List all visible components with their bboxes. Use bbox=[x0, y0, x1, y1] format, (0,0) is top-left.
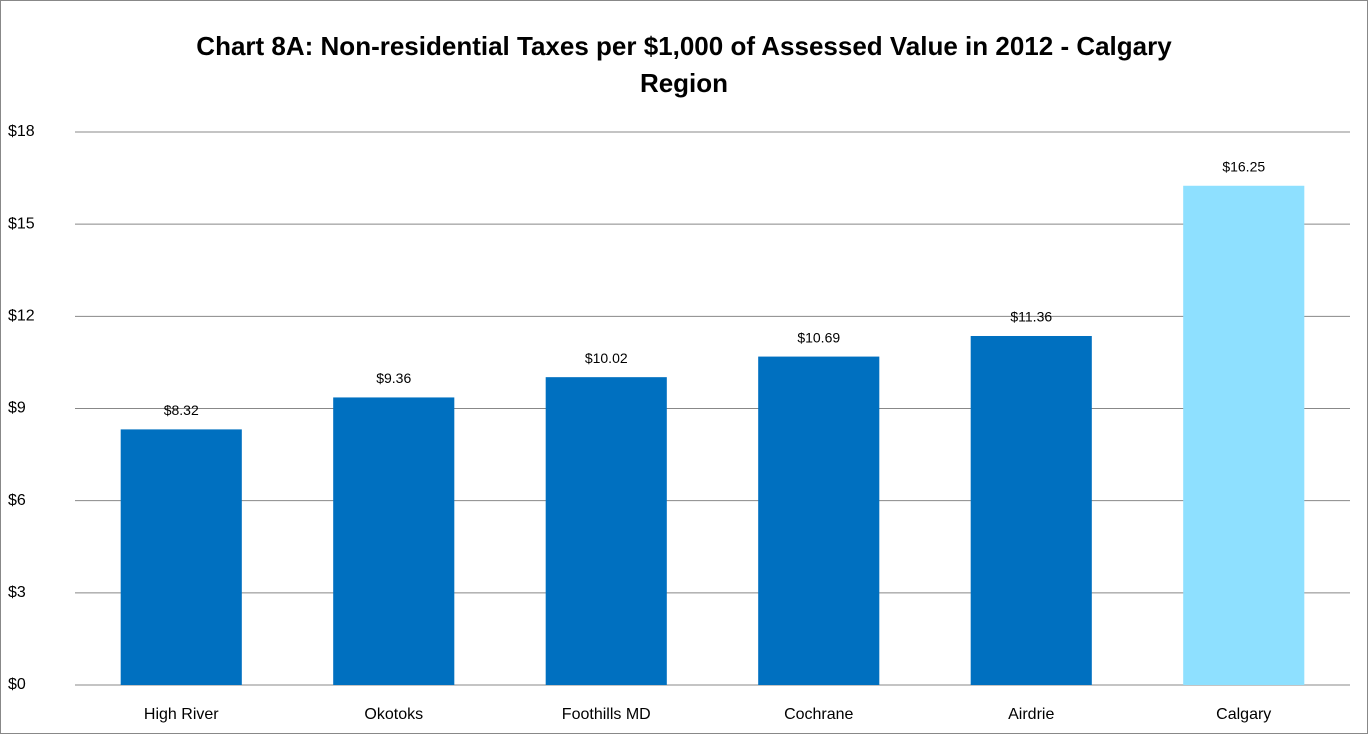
y-tick-label: $0 bbox=[8, 676, 26, 693]
data-label: $16.25 bbox=[1222, 158, 1265, 174]
y-tick-label: $9 bbox=[8, 400, 26, 417]
x-tick-label: High River bbox=[144, 706, 219, 723]
x-tick-label: Cochrane bbox=[784, 706, 853, 723]
data-label: $10.02 bbox=[585, 350, 628, 366]
x-tick-label: Airdrie bbox=[1008, 706, 1054, 723]
data-label: $8.32 bbox=[164, 402, 199, 418]
y-tick-label: $15 bbox=[8, 215, 35, 232]
x-tick-label: Calgary bbox=[1216, 706, 1271, 723]
y-tick-label: $18 bbox=[8, 123, 35, 140]
x-tick-label: Okotoks bbox=[364, 706, 423, 723]
x-tick-label: Foothills MD bbox=[562, 706, 651, 723]
chart-title: Chart 8A: Non-residential Taxes per $1,0… bbox=[196, 31, 1172, 98]
data-label: $9.36 bbox=[376, 370, 411, 386]
y-tick-label: $6 bbox=[8, 492, 26, 509]
bar bbox=[120, 429, 242, 685]
bar bbox=[545, 377, 667, 685]
y-tick-label: $3 bbox=[8, 584, 26, 601]
bar bbox=[333, 397, 455, 685]
bar bbox=[758, 356, 880, 685]
bar bbox=[1183, 185, 1305, 685]
data-label: $10.69 bbox=[797, 329, 840, 345]
y-tick-label: $12 bbox=[8, 308, 35, 325]
data-label: $11.36 bbox=[1010, 309, 1052, 325]
bar bbox=[970, 335, 1092, 685]
